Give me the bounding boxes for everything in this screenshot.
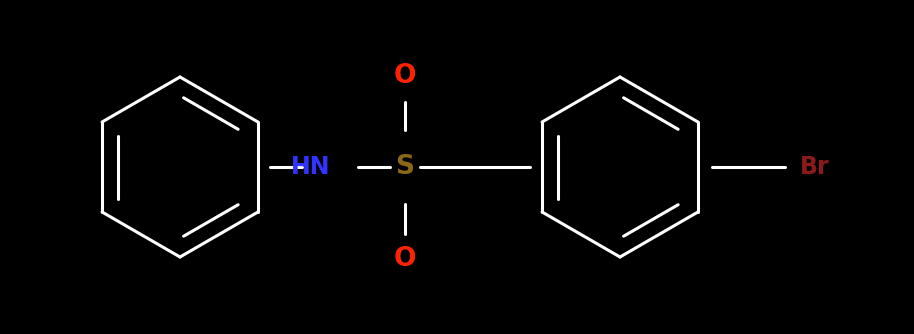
Text: Br: Br	[800, 155, 830, 179]
Text: O: O	[394, 63, 416, 89]
Text: HN: HN	[291, 155, 330, 179]
Text: S: S	[396, 154, 415, 180]
Text: O: O	[394, 246, 416, 272]
